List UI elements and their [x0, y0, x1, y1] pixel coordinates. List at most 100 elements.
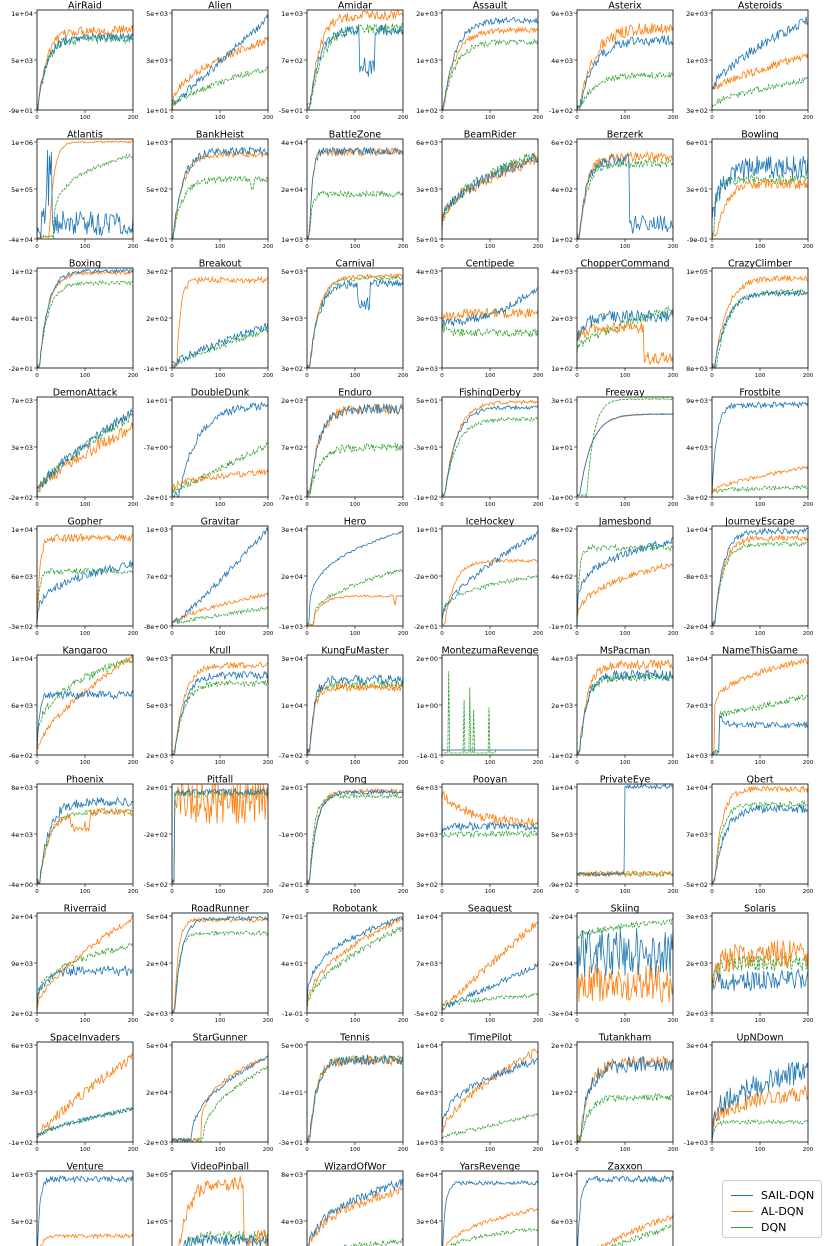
x-tick-label: 100 [80, 373, 91, 379]
x-tick-label: 0 [170, 115, 174, 121]
panel-title: Seaquest [468, 904, 513, 915]
x-tick-label: 200 [803, 244, 814, 250]
series-line-dqn [577, 1092, 674, 1144]
panel-title: AirRaid [68, 1, 102, 12]
panel-title: Pong [343, 775, 366, 786]
x-tick-label: 100 [620, 631, 631, 637]
y-tick-label: -5e+02 [144, 881, 168, 889]
series-line-dqn [576, 918, 674, 941]
x-tick-label: 100 [215, 760, 226, 766]
panel-tennis: Tennis 5e+00 -1e+01 -3e+010 100 200 [279, 1033, 409, 1154]
series-line-al-dqn [36, 533, 134, 624]
x-tick-label: 100 [485, 115, 496, 121]
panel-freeway: Freeway 3e+01 1e+01 -1e+000 100 200 [549, 388, 679, 509]
plot-frame [576, 525, 674, 627]
y-tick-label: 1e+02 [11, 268, 33, 276]
series-line-al-dqn [171, 592, 269, 624]
x-tick-label: 0 [575, 631, 579, 637]
y-tick-label: -2e+03 [144, 1010, 168, 1018]
y-tick-label: 8e+03 [11, 784, 33, 792]
legend-swatch-sail-dqn [731, 1194, 753, 1196]
panel-title: DoubleDunk [191, 388, 250, 399]
plot-frame [306, 654, 404, 756]
y-tick-label: 9e+03 [11, 960, 33, 968]
x-tick-label: 200 [668, 1147, 679, 1153]
y-tick-label: -1e+01 [144, 365, 168, 373]
y-tick-label: 7e+04 [686, 315, 708, 323]
x-tick-label: 200 [398, 889, 409, 895]
panel-title: Krull [209, 646, 230, 657]
series-line-al-dqn [576, 1055, 674, 1143]
series-line-sail-dqn [441, 16, 539, 112]
panel-fishingderby: FishingDerby 5e+01 -3e+01 -1e+020 100 200 [414, 388, 544, 509]
plot-frame [171, 138, 269, 240]
x-tick-label: 100 [485, 1018, 496, 1024]
panel-title: Atlantis [67, 130, 103, 141]
series-line-dqn [36, 1106, 134, 1139]
panel-title: Pitfall [207, 775, 233, 786]
panel-title: Boxing [69, 259, 101, 270]
panel-stargunner: StarGunner 5e+04 2e+04 -2e+030 100 200 [144, 1033, 274, 1154]
panel-title: Asterix [608, 1, 642, 12]
panel-title: VideoPinball [191, 1162, 249, 1173]
y-tick-label: 1e+01 [551, 1139, 573, 1147]
x-tick-label: 100 [350, 760, 361, 766]
plot-frame [171, 912, 269, 1014]
x-tick-label: 0 [575, 502, 579, 508]
y-tick-label: -9e-01 [687, 236, 708, 244]
x-tick-label: 100 [755, 631, 766, 637]
y-tick-label: -2e+04 [549, 913, 573, 921]
panel-title: Riverraid [64, 904, 107, 915]
y-tick-label: -1e+03 [279, 623, 303, 631]
x-tick-label: 200 [263, 502, 274, 508]
panel-title: Venture [67, 1162, 104, 1173]
y-tick-label: 6e+03 [11, 1042, 33, 1050]
panel-title: Enduro [338, 388, 372, 399]
panel-title: UpNDown [736, 1033, 783, 1044]
x-tick-label: 200 [398, 115, 409, 121]
series-line-sail-dqn [307, 1179, 404, 1246]
series-line-dqn [171, 441, 269, 495]
panel-boxing: Boxing 1e+02 4e+01 -2e+010 100 200 [9, 259, 139, 380]
x-tick-label: 0 [710, 115, 714, 121]
x-tick-label: 0 [710, 760, 714, 766]
panel-jamesbond: Jamesbond 8e+02 4e+02 -1e+010 100 200 [549, 517, 679, 638]
y-tick-label: 5e+01 [416, 397, 438, 405]
y-tick-label: 6e+03 [551, 1218, 573, 1226]
series-line-dqn [576, 543, 674, 624]
series-line-dqn [36, 656, 134, 754]
y-tick-label: 3e+03 [11, 444, 33, 452]
y-tick-label: 2e+04 [281, 573, 303, 581]
series-line-al-dqn [712, 533, 809, 627]
panel-upndown: UpNDown 3e+04 1e+04 -1e+030 100 200 [684, 1033, 814, 1154]
series-line-al-dqn [711, 274, 809, 368]
y-tick-label: 9e+03 [686, 397, 708, 405]
x-tick-label: 200 [668, 889, 679, 895]
panel-tutankham: Tutankham 2e+02 1e+02 1e+010 100 200 [551, 1033, 679, 1154]
y-tick-label: 2e+04 [146, 1089, 168, 1097]
series-line-sail-dqn [576, 413, 674, 496]
legend-item-al-dqn: AL-DQN [731, 1203, 815, 1219]
panel-spaceinvaders: SpaceInvaders 6e+03 3e+03 -1e+020 100 200 [9, 1033, 139, 1154]
panel-title: Solaris [744, 904, 776, 915]
panel-title: Hero [344, 517, 367, 528]
y-tick-label: -5e+01 [279, 107, 303, 115]
x-tick-label: 0 [170, 244, 174, 250]
panel-title: YarsRevenge [459, 1162, 521, 1173]
x-tick-label: 200 [398, 1147, 409, 1153]
x-tick-label: 200 [803, 1147, 814, 1153]
series-line-sail-dqn [306, 673, 404, 756]
series-line-dqn [343, 1237, 404, 1246]
x-tick-label: 100 [755, 1147, 766, 1153]
series-line-dqn [306, 1054, 404, 1143]
panel-kangaroo: Kangaroo 1e+04 6e+03 -6e+020 100 200 [9, 646, 139, 767]
y-tick-label: 2e+03 [686, 10, 708, 18]
y-tick-label: 4e+01 [11, 315, 33, 323]
y-tick-label: 6e+02 [551, 139, 573, 147]
series-line-al-dqn [576, 869, 674, 879]
y-tick-label: -2e+01 [144, 494, 168, 502]
x-tick-label: 200 [533, 760, 544, 766]
y-tick-label: -7e+01 [279, 494, 303, 502]
series-line-al-dqn [576, 413, 674, 496]
